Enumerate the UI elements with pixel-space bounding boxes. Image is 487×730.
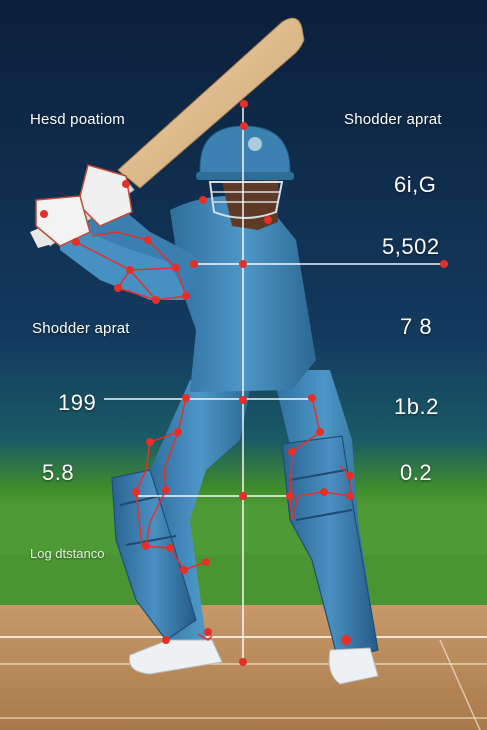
- keypoint-shin-left-3: [202, 558, 210, 566]
- label-head-position: Hesd poatiom: [30, 111, 125, 128]
- keypoint-foot-mid: [239, 658, 247, 666]
- keypoint-shin-left-2: [166, 544, 174, 552]
- keypoint-thigh-right: [316, 428, 324, 436]
- pitch-edge-right: [439, 639, 481, 730]
- keypoint-hip-left: [182, 394, 190, 402]
- label-leg-distance: Log dtstanco: [30, 546, 105, 561]
- keypoint-elbow: [144, 236, 152, 244]
- keypoints: [40, 100, 448, 666]
- keypoint-arm-5: [182, 292, 190, 300]
- left-leg-pad: [111, 469, 197, 641]
- left-shoe: [128, 639, 223, 675]
- keypoint-knee-mid: [239, 492, 247, 500]
- value-hip-left: 199: [58, 390, 97, 415]
- label-shoulder-apart-top: Shodder aprat: [344, 111, 442, 128]
- keypoint-ankle-left-2: [204, 628, 212, 636]
- keypoint-knee-right-2: [320, 488, 328, 496]
- keypoint-knee-right-1: [286, 492, 294, 500]
- keypoint-glove-top: [122, 180, 130, 188]
- keypoint-ankle-left: [162, 636, 170, 644]
- value-top-right: 6i,G: [394, 172, 437, 197]
- keypoint-thigh-right-2: [288, 448, 296, 456]
- value-hip-right: 1b.2: [394, 394, 439, 419]
- keypoint-thigh-left: [174, 428, 182, 436]
- right-shoe: [328, 647, 379, 685]
- keypoint-knee-left-2: [162, 486, 170, 494]
- keypoint-arm-1: [126, 266, 134, 274]
- keypoint-head-top: [240, 100, 248, 108]
- value-knee-right: 0.2: [400, 460, 433, 485]
- keypoint-arm-2: [172, 264, 180, 272]
- keypoint-arm-4: [152, 296, 160, 304]
- keypoint-knee-left-1: [132, 488, 140, 496]
- keypoint-wrist: [72, 238, 80, 246]
- keypoint-shoulder-right: [264, 216, 272, 224]
- keypoint-arm-3: [114, 284, 122, 292]
- keypoint-shin-left-1: [142, 542, 150, 550]
- helmet-icon: [196, 125, 294, 219]
- keypoint-knee-right-4: [346, 472, 354, 480]
- batter-figure: [35, 125, 379, 685]
- keypoint-hip-mid: [239, 396, 247, 404]
- value-shoulder-width: 5,502: [382, 234, 440, 259]
- keypoint-shin-left-4: [180, 566, 188, 574]
- keypoint-chest: [190, 260, 198, 268]
- keypoint-glove-left: [40, 210, 48, 218]
- keypoint-head: [240, 122, 248, 130]
- keypoint-mid: [239, 260, 247, 268]
- value-knee-left: 5.8: [42, 460, 75, 485]
- keypoint-shoulder-end: [440, 260, 448, 268]
- value-mid-right: 7 8: [400, 314, 433, 339]
- keypoint-knee-right-3: [346, 492, 354, 500]
- label-shoulder-apart-mid: Shodder aprat: [32, 320, 130, 337]
- keypoint-hip-right: [308, 394, 316, 402]
- keypoint-thigh-left-2: [146, 438, 154, 446]
- keypoint-ankle-right: [341, 635, 351, 645]
- keypoint-shoulder-left: [199, 196, 207, 204]
